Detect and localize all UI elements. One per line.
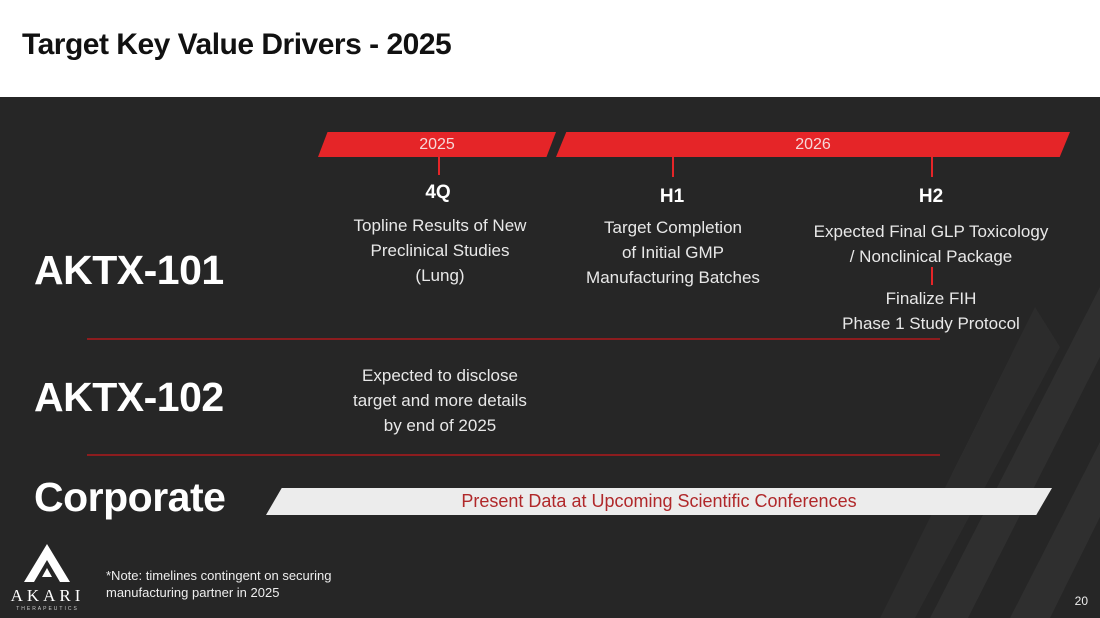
milestone-tick-h1: [672, 157, 674, 177]
milestone-text-line: Expected Final GLP Toxicology: [813, 222, 1049, 241]
logo-subtitle: THERAPEUTICS: [16, 606, 79, 612]
milestone-text-line: Target Completion: [604, 218, 742, 237]
milestone-followup-h2: Finalize FIH Phase 1 Study Protocol: [820, 286, 1042, 336]
slide-panel: 2025 2026 4Q H1 H2 Topline Results of Ne…: [0, 97, 1100, 618]
description-line: Expected to disclose: [362, 366, 518, 385]
milestone-text-line: of Initial GMP: [621, 243, 725, 262]
milestone-tick-h2: [931, 157, 933, 177]
milestone-text-line: Topline Results of New: [353, 216, 527, 235]
row-separator: [87, 454, 940, 456]
aktx-102-description: Expected to disclose target and more det…: [320, 363, 560, 438]
milestone-text-h2: Expected Final GLP Toxicology / Nonclini…: [790, 219, 1072, 269]
milestone-text-line: Finalize FIH: [885, 289, 977, 308]
milestone-heading-h1: H1: [659, 186, 685, 207]
row-label-corporate: Corporate: [34, 474, 226, 520]
akari-logo: AKARI THERAPEUTICS: [10, 542, 85, 612]
milestone-text-line: Manufacturing Batches: [586, 268, 760, 287]
logo-wordmark: AKARI: [10, 586, 85, 605]
milestone-text-line: (Lung): [415, 266, 465, 285]
slide-header: Target Key Value Drivers - 2025: [0, 0, 1100, 97]
background-chevron-decoration: [880, 287, 1100, 618]
row-label-aktx-101: AKTX-101: [34, 247, 224, 293]
milestone-heading-h2: H2: [918, 186, 944, 207]
milestone-text-h1: Target Completion of Initial GMP Manufac…: [555, 215, 791, 290]
description-line: by end of 2025: [383, 416, 497, 435]
milestone-text-line: Phase 1 Study Protocol: [842, 314, 1020, 333]
year-bar-2025: 2025: [318, 132, 556, 157]
slide-title: Target Key Value Drivers - 2025: [22, 28, 452, 61]
akari-mark-icon: [24, 544, 70, 582]
year-bar-2026: 2026: [556, 132, 1070, 157]
row-label-aktx-102: AKTX-102: [34, 374, 224, 420]
corporate-milestone-bar: Present Data at Upcoming Scientific Conf…: [266, 488, 1052, 515]
footnote-line: manufacturing partner in 2025: [106, 585, 280, 600]
footnote: *Note: timelines contingent on securing …: [106, 567, 366, 601]
milestone-text-line: Preclinical Studies: [370, 241, 510, 260]
milestone-text-4q: Topline Results of New Preclinical Studi…: [320, 213, 560, 288]
page-number: 20: [1074, 594, 1088, 608]
row-separator: [87, 338, 940, 340]
milestone-connector-h2: [931, 267, 933, 285]
milestone-text-line: / Nonclinical Package: [849, 247, 1013, 266]
milestone-heading-4q: 4Q: [425, 182, 451, 203]
footnote-line: *Note: timelines contingent on securing: [106, 568, 332, 583]
description-line: target and more details: [353, 391, 527, 410]
milestone-tick-4q: [438, 157, 440, 175]
